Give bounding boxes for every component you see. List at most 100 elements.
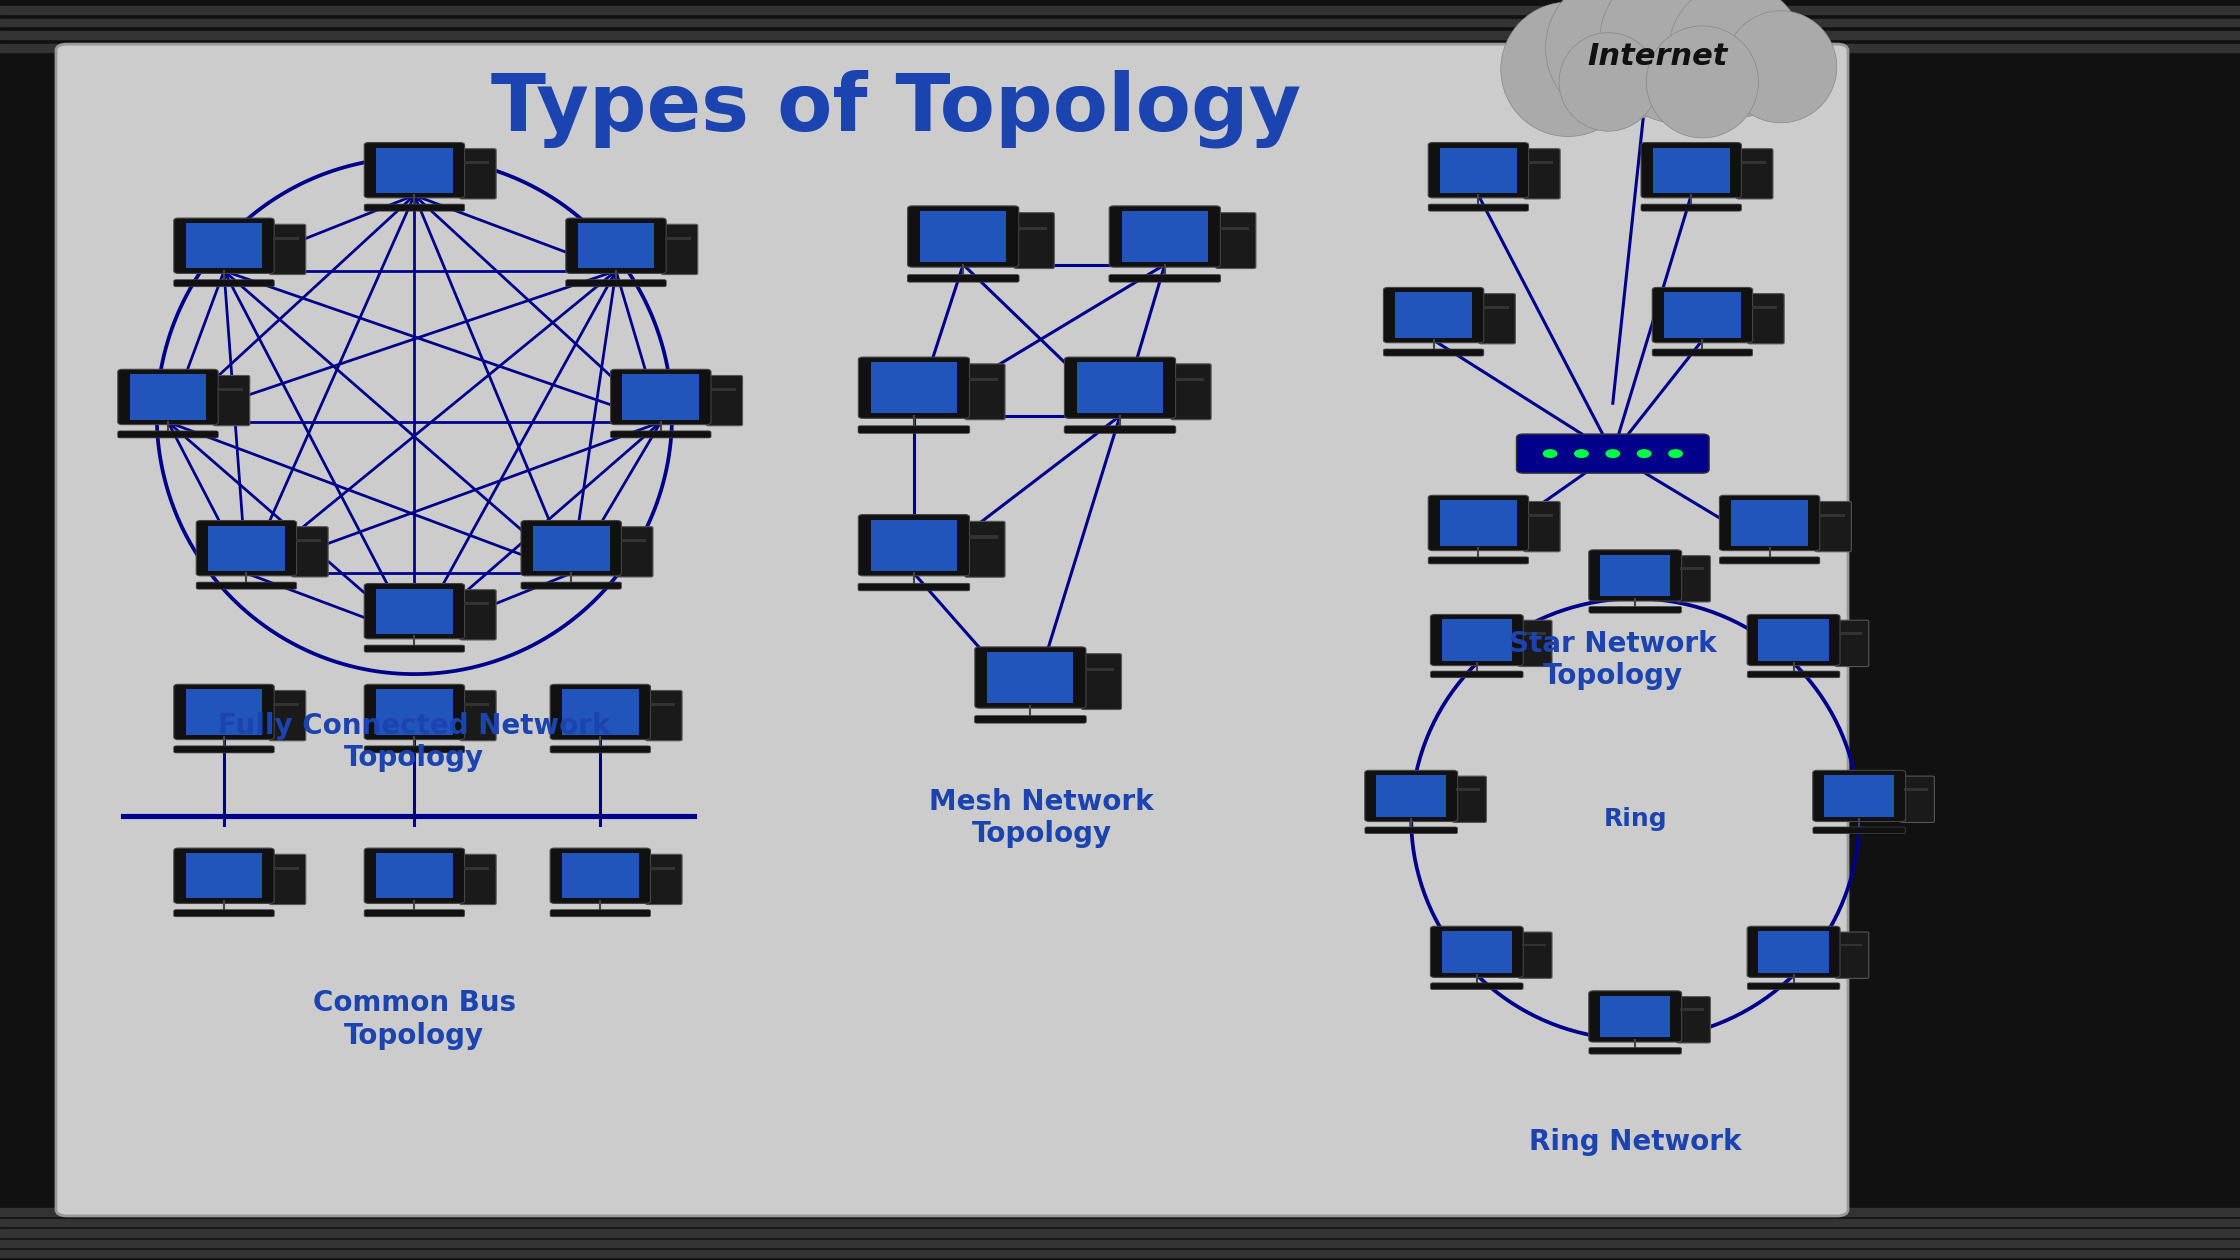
Bar: [130, 374, 206, 420]
FancyBboxPatch shape: [551, 746, 650, 753]
FancyBboxPatch shape: [522, 582, 620, 590]
FancyBboxPatch shape: [974, 646, 1086, 708]
Circle shape: [1575, 450, 1588, 457]
FancyBboxPatch shape: [365, 746, 464, 753]
FancyBboxPatch shape: [197, 582, 296, 590]
FancyBboxPatch shape: [1653, 349, 1752, 357]
FancyBboxPatch shape: [1676, 556, 1711, 602]
Bar: [970, 378, 997, 381]
FancyBboxPatch shape: [269, 224, 305, 275]
Text: Star Network
Topology: Star Network Topology: [1510, 630, 1716, 690]
Bar: [1664, 292, 1740, 338]
FancyBboxPatch shape: [1736, 149, 1772, 199]
Bar: [464, 867, 488, 869]
FancyBboxPatch shape: [1747, 615, 1839, 665]
Bar: [1440, 500, 1516, 546]
Ellipse shape: [1646, 26, 1758, 137]
Bar: [0, 1240, 2240, 1247]
Bar: [921, 212, 1006, 262]
FancyBboxPatch shape: [661, 224, 697, 275]
Bar: [970, 536, 997, 538]
FancyBboxPatch shape: [616, 527, 652, 577]
FancyBboxPatch shape: [365, 583, 464, 639]
FancyBboxPatch shape: [858, 583, 970, 591]
Bar: [0, 6, 2240, 14]
FancyBboxPatch shape: [175, 218, 273, 273]
Bar: [464, 161, 488, 164]
FancyBboxPatch shape: [1478, 294, 1514, 344]
FancyBboxPatch shape: [1900, 776, 1935, 823]
Ellipse shape: [1559, 33, 1658, 131]
Ellipse shape: [1725, 11, 1837, 122]
FancyBboxPatch shape: [175, 910, 273, 917]
Bar: [376, 689, 452, 735]
Text: Mesh Network
Topology: Mesh Network Topology: [930, 788, 1154, 848]
FancyBboxPatch shape: [459, 590, 495, 640]
FancyBboxPatch shape: [175, 280, 273, 287]
FancyBboxPatch shape: [1747, 983, 1839, 989]
Bar: [1823, 775, 1895, 816]
FancyBboxPatch shape: [965, 522, 1006, 577]
Ellipse shape: [1546, 0, 1693, 122]
FancyBboxPatch shape: [1082, 654, 1122, 709]
Bar: [1443, 619, 1512, 660]
Bar: [0, 32, 2240, 39]
Bar: [186, 689, 262, 735]
FancyBboxPatch shape: [1523, 501, 1559, 552]
FancyBboxPatch shape: [1429, 204, 1528, 212]
FancyBboxPatch shape: [907, 205, 1019, 267]
Bar: [650, 703, 674, 706]
Circle shape: [1669, 450, 1682, 457]
FancyBboxPatch shape: [1747, 926, 1839, 978]
Bar: [1456, 788, 1481, 790]
FancyBboxPatch shape: [1835, 620, 1868, 667]
Bar: [186, 853, 262, 898]
Bar: [1077, 363, 1163, 413]
Bar: [186, 223, 262, 268]
Bar: [1599, 554, 1671, 596]
FancyBboxPatch shape: [1384, 349, 1483, 357]
Bar: [1523, 944, 1546, 946]
FancyBboxPatch shape: [175, 848, 273, 903]
Bar: [871, 520, 956, 571]
FancyBboxPatch shape: [365, 910, 464, 917]
FancyBboxPatch shape: [365, 645, 464, 653]
FancyBboxPatch shape: [858, 357, 970, 418]
Bar: [0, 1230, 2240, 1237]
FancyBboxPatch shape: [522, 520, 620, 576]
FancyBboxPatch shape: [706, 375, 741, 426]
Bar: [1752, 306, 1776, 309]
FancyBboxPatch shape: [1523, 149, 1559, 199]
Text: Internet: Internet: [1588, 42, 1727, 72]
FancyBboxPatch shape: [1109, 275, 1221, 282]
FancyBboxPatch shape: [1642, 204, 1740, 212]
FancyBboxPatch shape: [1429, 557, 1528, 564]
FancyBboxPatch shape: [269, 854, 305, 905]
FancyBboxPatch shape: [175, 684, 273, 740]
Bar: [578, 223, 654, 268]
Bar: [0, 1250, 2240, 1257]
Text: Ring Network: Ring Network: [1530, 1128, 1740, 1155]
Bar: [0, 1208, 2240, 1216]
Bar: [464, 703, 488, 706]
FancyBboxPatch shape: [1429, 495, 1528, 551]
Bar: [1443, 931, 1512, 973]
FancyBboxPatch shape: [1676, 997, 1711, 1043]
Bar: [1740, 161, 1765, 164]
FancyBboxPatch shape: [291, 527, 327, 577]
Ellipse shape: [1599, 0, 1761, 123]
Bar: [1375, 775, 1447, 816]
Bar: [1528, 161, 1552, 164]
FancyBboxPatch shape: [1812, 770, 1906, 822]
Bar: [273, 237, 298, 239]
Bar: [1019, 227, 1046, 229]
FancyBboxPatch shape: [858, 514, 970, 576]
Bar: [273, 703, 298, 706]
Bar: [1839, 944, 1861, 946]
FancyBboxPatch shape: [1747, 672, 1839, 678]
FancyBboxPatch shape: [1431, 672, 1523, 678]
FancyBboxPatch shape: [551, 910, 650, 917]
FancyBboxPatch shape: [1642, 142, 1740, 198]
FancyBboxPatch shape: [1588, 606, 1682, 614]
FancyBboxPatch shape: [119, 369, 217, 425]
